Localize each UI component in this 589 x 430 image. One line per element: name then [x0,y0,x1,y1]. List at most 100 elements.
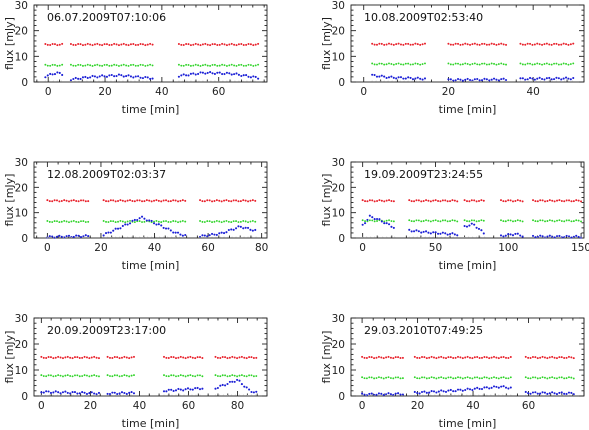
gray-data-point [444,236,446,238]
red-data-point [536,200,539,203]
green-data-point [89,64,92,67]
green-data-point [71,375,74,378]
blue-data-point [441,231,444,234]
gray-data-point [467,80,470,82]
gray-data-point [543,80,546,82]
red-data-point [225,199,228,202]
blue-data-point [492,385,496,388]
blue-data-point [57,391,60,394]
blue-data-point [521,77,524,80]
red-data-point [46,43,49,46]
blue-data-point [128,391,131,394]
red-data-point [490,42,493,45]
gray-data-point [576,236,578,238]
gray-data-point [251,236,253,238]
gray-data-point [462,394,464,396]
red-data-point [49,44,52,47]
green-data-point [457,376,459,379]
blue-data-point [378,218,381,221]
red-data-point [230,200,233,203]
blue-data-point [387,76,391,79]
red-data-point [56,44,59,47]
red-data-point [150,200,153,203]
blue-data-point [233,73,236,76]
green-data-point [454,377,457,380]
x-tick-label: 20 [94,242,107,254]
blue-data-point [548,76,551,80]
red-data-point [199,44,202,47]
green-data-point [216,375,219,378]
blue-data-point [45,390,48,393]
green-data-point [86,63,89,66]
gray-data-point [450,394,452,396]
red-data-point [466,355,469,358]
blue-data-point [91,74,94,77]
blue-data-point [572,393,575,396]
blue-data-point [125,392,128,395]
gray-data-point [487,80,490,82]
blue-data-point [76,392,79,395]
red-data-point [213,199,216,202]
red-data-point [93,355,96,358]
gray-data-point [86,80,88,82]
red-data-point [563,200,566,203]
blue-data-point [40,391,43,394]
blue-data-point [490,386,493,389]
red-data-point [254,199,257,202]
red-data-point [244,199,247,202]
red-data-point [565,199,568,202]
red-data-point [81,356,84,359]
green-data-point [231,374,234,377]
green-data-point [548,63,551,66]
blue-data-point [214,387,217,390]
blue-data-point [418,392,421,395]
red-data-point [507,199,510,202]
blue-data-point [555,76,558,79]
red-data-point [86,42,89,45]
x-tick-label: 0 [359,242,366,254]
gray-data-point [504,236,506,238]
gray-data-point [532,236,534,238]
gray-data-point [397,394,399,396]
green-data-point [412,63,414,66]
blue-data-point [90,391,93,394]
green-data-point [414,62,417,65]
blue-data-point [244,226,247,229]
y-axis-title: flux [mJy] [3,174,16,227]
blue-data-point [478,387,481,390]
gray-data-point [471,80,474,82]
blue-data-point [137,75,140,78]
blue-data-point [240,383,243,386]
green-data-point [512,220,514,223]
blue-data-point [122,75,125,78]
blue-series [371,73,575,82]
red-data-point [90,356,93,359]
x-axis-title: time [min] [122,417,180,430]
blue-data-point [228,72,231,75]
gray-data-point [119,236,121,238]
gray-data-point [506,394,508,396]
red-data-point [55,199,58,202]
green-data-point [466,220,468,223]
red-data-point [519,199,522,202]
red-data-point [441,199,444,202]
red-data-point [98,43,101,46]
red-data-point [232,199,235,202]
blue-data-point [420,231,423,234]
gray-data-point [115,236,117,238]
green-data-point [114,221,117,224]
red-data-point [529,357,532,360]
red-data-point [233,356,236,359]
red-data-point [110,43,113,46]
red-data-point [209,44,212,47]
red-data-point [79,43,82,46]
red-data-point [71,357,74,360]
blue-data-point [565,76,568,79]
red-data-point [134,43,137,46]
red-data-point [394,356,397,359]
red-data-point [233,43,236,46]
red-data-point [182,356,185,359]
gray-data-point [512,236,514,238]
green-data-point [211,63,214,66]
